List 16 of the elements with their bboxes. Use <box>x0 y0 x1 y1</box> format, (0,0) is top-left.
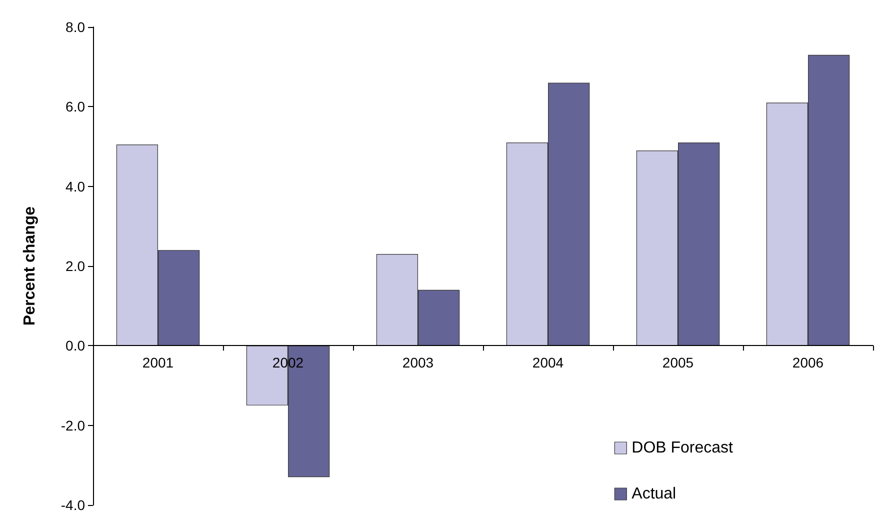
y-axis-title: Percent change <box>22 206 38 326</box>
x-tick-label: 2003 <box>402 354 434 371</box>
y-tick-label: -4.0 <box>60 497 86 513</box>
y-tick-label: 6.0 <box>66 98 86 115</box>
legend-label: DOB Forecast <box>632 440 734 456</box>
y-tick-label: 2.0 <box>66 258 86 274</box>
x-tick-label: 2002 <box>272 354 304 371</box>
x-tick-label: 2001 <box>142 354 174 371</box>
x-tick-label: 2005 <box>662 354 694 371</box>
y-tick-label: 4.0 <box>66 178 86 194</box>
y-tick-label: 0.0 <box>66 338 86 354</box>
y-tick-label: -2.0 <box>60 417 86 434</box>
legend-label: Actual <box>632 486 676 502</box>
y-tick-label: 8.0 <box>66 19 86 35</box>
x-tick-label: 2006 <box>792 354 824 371</box>
x-tick-label: 2004 <box>532 354 564 371</box>
